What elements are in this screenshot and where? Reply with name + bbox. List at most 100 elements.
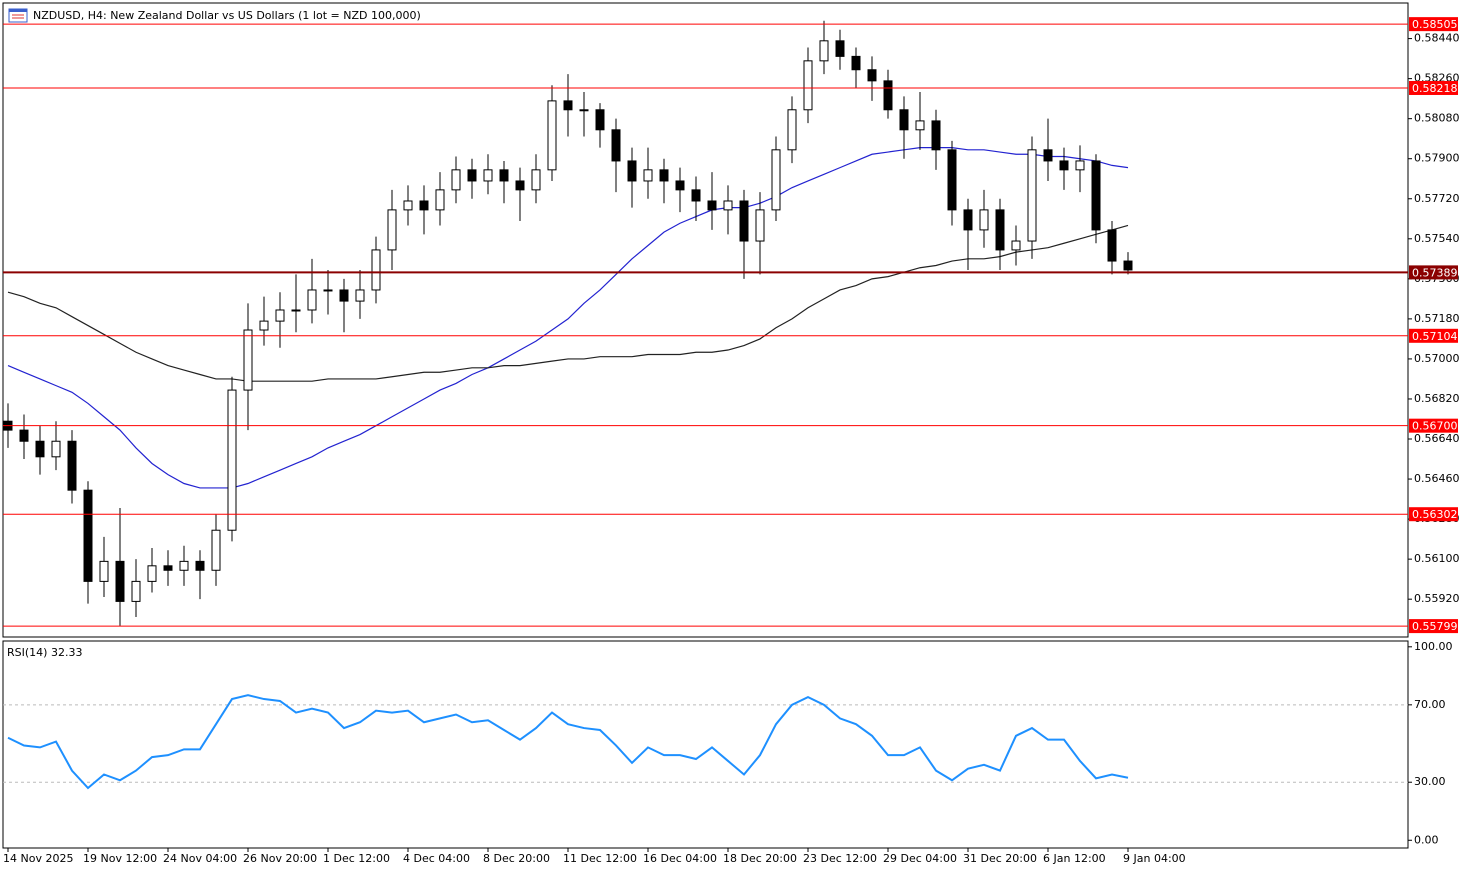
price-panel-frame — [2, 2, 1409, 638]
level-line-label: 0.57104 — [1412, 330, 1458, 343]
candle-body — [659, 169, 669, 182]
x-tick-label: 6 Jan 12:00 — [1043, 852, 1106, 865]
candle-body — [51, 440, 61, 458]
candle-body — [355, 289, 365, 302]
candle-body — [803, 60, 813, 111]
y-tick-label: 0.57180 — [1414, 312, 1460, 325]
y-tick-label: 0.55920 — [1414, 592, 1460, 605]
candle-body — [819, 40, 829, 62]
rsi-line — [7, 694, 1129, 790]
candle-body — [1043, 149, 1053, 162]
y-tick-label: 70.00 — [1414, 698, 1446, 711]
level-line-box — [1409, 619, 1458, 634]
candle-body — [435, 189, 445, 211]
y-tick-label: 0.56640 — [1414, 432, 1460, 445]
candle-body — [275, 309, 285, 322]
candle-body — [163, 565, 173, 571]
candle-body — [83, 489, 93, 582]
candle-body — [563, 100, 573, 111]
candle-body — [675, 180, 685, 191]
candle-body — [835, 40, 845, 57]
x-tick-label: 16 Dec 04:00 — [643, 852, 717, 865]
rsi-title: RSI(14) 32.33 — [7, 646, 82, 659]
candle-body — [643, 169, 653, 182]
candle-body — [579, 109, 589, 112]
candle-body — [115, 560, 125, 602]
level-line-label: 0.56302 — [1412, 508, 1458, 521]
candle-body — [243, 329, 253, 391]
level-line-label: 0.56700 — [1412, 420, 1458, 433]
level-line-box — [1409, 507, 1458, 522]
candle-body — [691, 189, 701, 202]
candle-body — [995, 209, 1005, 251]
x-tick-label: 1 Dec 12:00 — [323, 852, 390, 865]
candle-body — [307, 289, 317, 311]
candle-body — [419, 200, 429, 211]
y-tick-label: 0.57540 — [1414, 232, 1460, 245]
candle-body — [627, 160, 637, 182]
candle-body — [387, 209, 397, 251]
moving-average — [7, 146, 1129, 489]
candle-body — [851, 55, 861, 71]
y-tick-label: 100.00 — [1414, 640, 1453, 653]
candle-body — [131, 580, 141, 602]
chart-title: NZDUSD, H4: New Zealand Dollar vs US Dol… — [33, 9, 421, 22]
level-line-box — [1409, 328, 1458, 343]
candle-body — [771, 149, 781, 211]
candle-body — [1075, 160, 1085, 171]
candle-body — [947, 149, 957, 211]
candle-body — [1091, 160, 1101, 231]
x-tick-label: 4 Dec 04:00 — [403, 852, 470, 865]
candle-body — [403, 200, 413, 211]
x-tick-label: 19 Nov 12:00 — [83, 852, 157, 865]
level-line-box — [1409, 17, 1458, 32]
candle-body — [67, 440, 77, 491]
candle-body — [707, 200, 717, 211]
candle-body — [259, 320, 269, 331]
y-tick-label: 0.57000 — [1414, 352, 1460, 365]
candle-body — [531, 169, 541, 191]
level-line-label: 0.58218 — [1412, 82, 1458, 95]
level-line-box — [1409, 80, 1458, 95]
price-line-label: 0.57389 — [1412, 266, 1458, 279]
y-tick-label: 0.00 — [1414, 833, 1439, 846]
y-tick-label: 0.56820 — [1414, 392, 1460, 405]
candle-body — [515, 180, 525, 191]
x-tick-label: 29 Dec 04:00 — [883, 852, 957, 865]
candle-body — [451, 169, 461, 191]
candle-body — [179, 560, 189, 571]
candle-body — [963, 209, 973, 231]
x-tick-label: 24 Nov 04:00 — [163, 852, 237, 865]
candle-body — [611, 129, 621, 162]
y-tick-label: 0.58440 — [1414, 32, 1460, 45]
x-tick-label: 14 Nov 2025 — [3, 852, 73, 865]
price-line-box — [1409, 265, 1458, 280]
x-tick-label: 31 Dec 20:00 — [963, 852, 1037, 865]
candle-body — [339, 289, 349, 302]
moving-average — [7, 224, 1129, 382]
candle-body — [867, 69, 877, 82]
candle-body — [371, 249, 381, 291]
x-tick-label: 26 Nov 20:00 — [243, 852, 317, 865]
level-line-label: 0.55799 — [1412, 620, 1458, 633]
candle-body — [979, 209, 989, 231]
candle-body — [99, 560, 109, 582]
candle-body — [915, 120, 925, 131]
candle-body — [1059, 160, 1069, 171]
candle-body — [1027, 149, 1037, 242]
x-tick-label: 9 Jan 04:00 — [1123, 852, 1186, 865]
x-tick-label: 23 Dec 12:00 — [803, 852, 877, 865]
candle-body — [723, 200, 733, 211]
candle-body — [547, 100, 557, 171]
y-tick-label: 0.57900 — [1414, 152, 1460, 165]
candle-body — [1123, 260, 1133, 271]
y-tick-label: 0.58080 — [1414, 112, 1460, 125]
candle-body — [899, 109, 909, 131]
symbol-icon — [8, 8, 28, 23]
candle-body — [147, 565, 157, 582]
candle-body — [499, 169, 509, 182]
y-tick-label: 0.56460 — [1414, 472, 1460, 485]
x-tick-label: 8 Dec 20:00 — [483, 852, 550, 865]
candle-body — [323, 289, 333, 292]
y-tick-label: 30.00 — [1414, 775, 1446, 788]
